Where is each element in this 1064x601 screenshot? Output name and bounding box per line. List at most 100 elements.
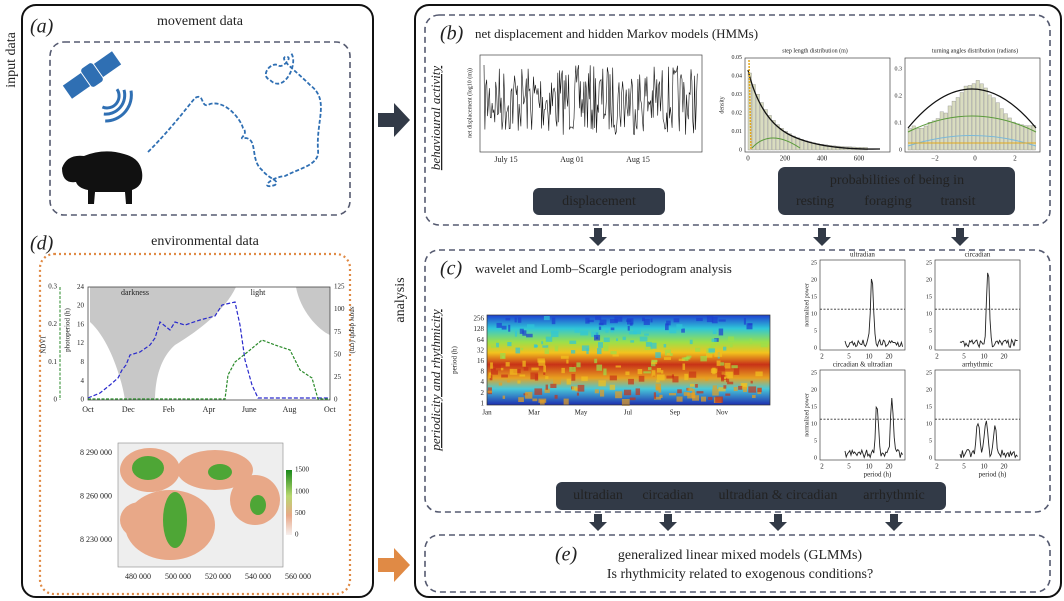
- hist-bar: [935, 118, 940, 151]
- states-box: [778, 167, 1015, 215]
- wavelet-texture: [638, 375, 645, 382]
- tick-label: 128: [474, 325, 485, 333]
- wavelet-texture: [576, 362, 581, 368]
- wavelet-texture: [665, 323, 669, 331]
- tick-label: 500: [295, 509, 306, 517]
- tick-label: 0.02: [732, 110, 743, 116]
- arrow: [951, 228, 969, 246]
- hist-bar: [923, 125, 928, 151]
- wavelet-texture: [670, 353, 673, 356]
- wavelet-texture: [750, 380, 753, 384]
- wavelet-texture: [628, 378, 634, 385]
- wavelet-texture: [718, 328, 724, 336]
- wavelet-texture: [598, 342, 603, 348]
- displacement-box: [533, 188, 665, 215]
- wavelet-texture: [531, 367, 539, 371]
- tick-label: 256: [474, 315, 485, 323]
- wavelet-texture: [644, 347, 653, 350]
- tick-label: 20: [77, 302, 85, 310]
- axis-label: photoperiod (h): [64, 307, 72, 351]
- side-label: behavioural activity: [428, 66, 443, 171]
- wavelet-texture: [514, 317, 517, 323]
- tick-label: 8 290 000: [80, 448, 112, 457]
- wavelet-texture: [757, 387, 762, 393]
- wavelet-texture: [534, 388, 543, 395]
- wavelet-texture: [519, 328, 524, 334]
- plot-frame: [87, 286, 331, 401]
- tick-label: 8 230 000: [80, 535, 112, 544]
- wavelet-texture: [515, 347, 521, 354]
- wavelet-texture: [496, 322, 502, 328]
- hist-bar: [1011, 121, 1016, 151]
- tick-label: 560 000: [285, 572, 311, 581]
- hist-bar: [927, 122, 932, 151]
- hist-bar: [763, 109, 768, 151]
- axis-label: density: [719, 96, 725, 113]
- tick-label: 125: [334, 283, 345, 291]
- wavelet-texture: [544, 348, 550, 354]
- wavelet-texture: [692, 389, 695, 395]
- plot-frame: [934, 369, 1021, 461]
- wavelet-texture: [496, 342, 499, 348]
- tick-label: 20: [811, 277, 817, 283]
- wavelet-texture: [752, 395, 756, 398]
- wavelet-texture: [587, 319, 594, 323]
- wavelet-texture: [527, 324, 535, 329]
- side-label: periodicity and rhythmicity: [428, 309, 443, 452]
- wavelet-texture: [520, 347, 524, 351]
- tick-label: 0.05: [732, 55, 743, 61]
- wavelet-texture: [746, 323, 753, 330]
- wavelet-texture: [711, 317, 718, 324]
- wavelet-texture: [605, 330, 609, 333]
- wavelet-texture: [749, 338, 753, 345]
- plot-frame: [904, 57, 1041, 153]
- wavelet-texture: [625, 371, 630, 376]
- wavelet-texture: [545, 376, 549, 380]
- wavelet-texture: [545, 384, 549, 390]
- arrow: [589, 514, 607, 531]
- wavelet-texture: [614, 316, 623, 322]
- wavelet-texture: [701, 396, 707, 402]
- terrain: [250, 495, 266, 515]
- wavelet-texture: [648, 367, 652, 371]
- wavelet-texture: [656, 380, 660, 383]
- wavelet-texture: [708, 396, 713, 400]
- tick-label: 20: [1001, 353, 1009, 361]
- wavelet-texture: [621, 399, 630, 406]
- wavelet-texture: [723, 385, 727, 389]
- wavelet-texture: [615, 391, 623, 399]
- label: darkness: [121, 288, 149, 297]
- wavelet-texture: [696, 317, 703, 322]
- tick-label: 0: [814, 455, 817, 461]
- density-curve: [907, 88, 1037, 129]
- terrain: [132, 456, 164, 480]
- wavelet-texture: [650, 318, 653, 323]
- wavelet-texture: [743, 317, 746, 325]
- wavelet-texture: [695, 347, 701, 352]
- hist-bar: [1015, 123, 1020, 151]
- periodogram-trace: [844, 397, 903, 459]
- hist-bar: [999, 108, 1004, 151]
- hist-bar: [819, 144, 824, 151]
- wavelet-texture: [598, 326, 602, 330]
- snow-line: [87, 301, 330, 399]
- tick-label: 10: [981, 463, 989, 471]
- sheep-icon: [62, 151, 143, 204]
- box-label: foraging: [864, 194, 911, 209]
- wavelet-texture: [725, 393, 731, 396]
- tick-label: 5: [929, 438, 932, 444]
- tick-label: 0.3: [48, 283, 57, 291]
- panel-c-box: [424, 249, 1051, 513]
- wavelet-texture: [610, 351, 617, 355]
- tick-label: Feb: [163, 405, 175, 414]
- arrow: [659, 514, 677, 531]
- wavelet-texture: [600, 389, 605, 397]
- tick-label: Sep: [670, 409, 681, 417]
- tick-label: 0: [814, 345, 817, 351]
- wavelet-texture: [721, 374, 725, 382]
- wavelet-texture: [726, 378, 730, 383]
- colorbar: [286, 470, 292, 535]
- box-label: transit: [941, 194, 976, 209]
- satellite-icon: [62, 51, 122, 99]
- wavelet-texture: [684, 373, 689, 381]
